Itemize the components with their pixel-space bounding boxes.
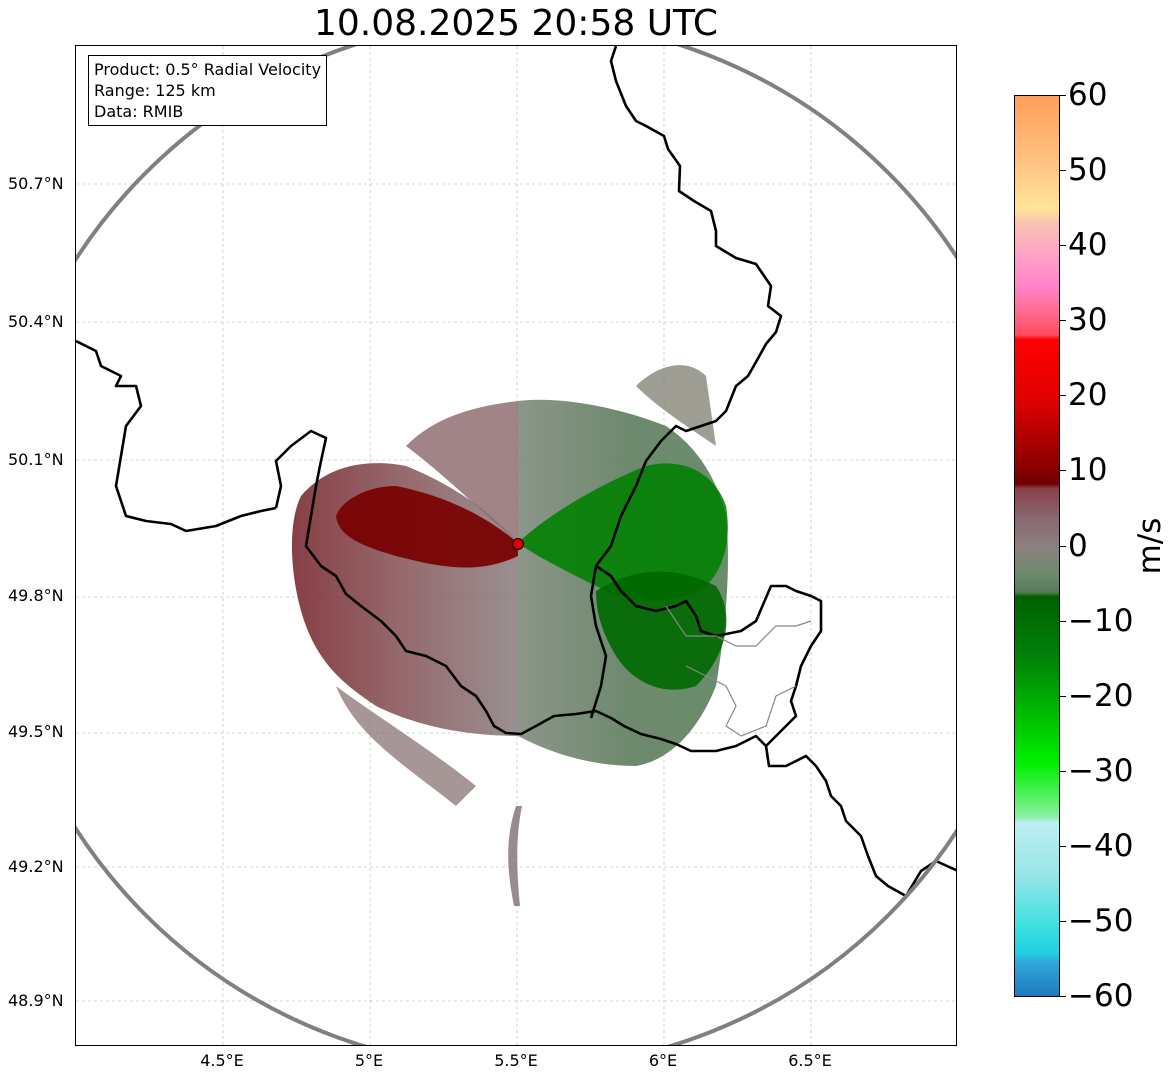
colorbar-tick-label: −30 (1068, 753, 1134, 789)
lon-tick-label: 5°E (354, 1051, 384, 1070)
lon-tick-label: 6.5°E (788, 1051, 832, 1070)
radar-map[interactable] (75, 45, 957, 1046)
colorbar-tickmark (1060, 395, 1066, 396)
lat-tick-label: 50.1°N (8, 450, 64, 469)
radar-map-canvas (76, 46, 956, 1045)
colorbar-tickmark (1060, 771, 1066, 772)
lat-tick-label: 50.7°N (8, 174, 64, 193)
velocity-echo-inbound (518, 365, 728, 766)
colorbar-tickmark (1060, 245, 1066, 246)
colorbar-tickmark (1060, 846, 1066, 847)
lat-tick-label: 50.4°N (8, 312, 64, 331)
lon-tick-label: 4.5°E (200, 1051, 244, 1070)
colorbar-tick-label: 0 (1068, 528, 1088, 564)
range-label: Range: 125 km (94, 81, 216, 100)
colorbar-tick-label: −10 (1068, 603, 1134, 639)
colorbar-tick-label: −20 (1068, 678, 1134, 714)
product-info-box: Product: 0.5° Radial Velocity Range: 125… (88, 55, 328, 126)
data-source-label: Data: RMIB (94, 102, 184, 121)
colorbar-tickmark (1060, 696, 1066, 697)
product-label: Product: 0.5° Radial Velocity (94, 60, 322, 79)
lat-tick-label: 49.8°N (8, 586, 64, 605)
colorbar-tick-label: 20 (1068, 377, 1108, 413)
colorbar-tick-label: −40 (1068, 828, 1134, 864)
colorbar-tickmark (1060, 170, 1066, 171)
country-borders (76, 46, 956, 898)
lat-tick-label: 49.2°N (8, 857, 64, 876)
map-title: 10.08.2025 20:58 UTC (313, 3, 719, 44)
colorbar-tick-label: 60 (1068, 77, 1108, 113)
colorbar-tickmark (1060, 996, 1066, 997)
colorbar-tickmark (1060, 320, 1066, 321)
colorbar-gradient (1015, 96, 1059, 996)
lon-tick-label: 6°E (648, 1051, 678, 1070)
colorbar-unit-label: m/s (1132, 517, 1168, 575)
colorbar-tick-label: 30 (1068, 302, 1108, 338)
colorbar-tick-label: 50 (1068, 152, 1108, 188)
lon-tick-label: 5.5°E (494, 1051, 538, 1070)
colorbar-tickmark (1060, 921, 1066, 922)
admin-boundaries (665, 605, 812, 737)
lat-tick-label: 48.9°N (8, 991, 64, 1010)
radar-site-marker[interactable] (512, 538, 524, 550)
colorbar-tickmark (1060, 95, 1066, 96)
colorbar-tickmark (1060, 470, 1066, 471)
velocity-colorbar (1014, 95, 1060, 997)
colorbar-tick-label: −60 (1068, 978, 1134, 1014)
colorbar-tickmark (1060, 621, 1066, 622)
colorbar-tick-label: 10 (1068, 452, 1108, 488)
colorbar-tick-label: −50 (1068, 903, 1134, 939)
lat-tick-label: 49.5°N (8, 722, 64, 741)
velocity-echo-outbound (291, 401, 522, 906)
colorbar-tick-label: 40 (1068, 227, 1108, 263)
colorbar-tickmark (1060, 546, 1066, 547)
